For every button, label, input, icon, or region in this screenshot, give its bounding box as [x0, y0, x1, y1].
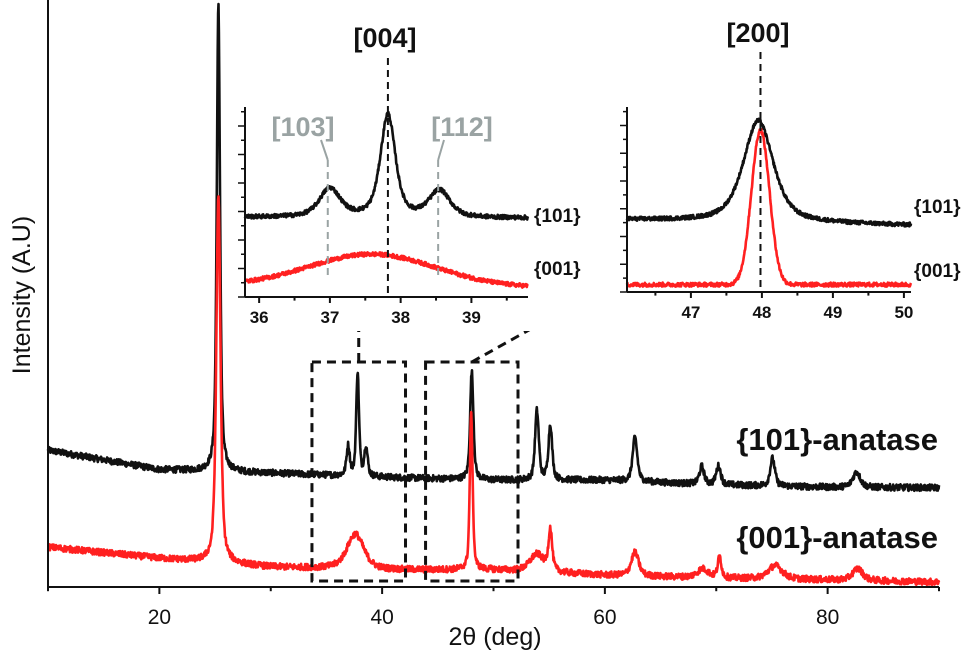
main-series-line-1 [46, 195, 941, 587]
inset1-x-tick-label: 38 [391, 308, 410, 327]
inset2-x-tick-label: 47 [681, 303, 700, 322]
inset1-peak-label-0: [004] [353, 23, 416, 53]
x-axis-title: 2θ (deg) [448, 623, 541, 651]
main-x-tick-label: 60 [593, 606, 616, 629]
main-x-tick-label: 80 [816, 606, 839, 629]
inset2-series-line-1 [625, 128, 913, 288]
inset1-series-label-1: {001} [534, 259, 581, 280]
inset-004-plot: 36 37 38 39 [004] [103] [112] {101} {001} [238, 23, 622, 331]
inset1-peak-label-2: [112] [431, 112, 493, 142]
main-series-line-0 [46, 2, 941, 493]
main-x-tick-label: 40 [370, 606, 393, 629]
inset2-peak-label-0: [200] [726, 18, 789, 48]
inset2-series-line-0 [625, 117, 913, 228]
inset2-series-label-0: {101} [914, 197, 961, 218]
inset2-x-tick-label: 49 [823, 303, 842, 322]
series-label-001: {001}-anatase [736, 520, 938, 555]
inset1-reference-leader-2 [437, 139, 445, 161]
main-x-tick-label: 20 [148, 606, 171, 629]
inset1-peak-label-1: [103] [271, 112, 334, 142]
series-label-101: {101}-anatase [736, 422, 938, 457]
inset1-x-tick-label: 36 [250, 308, 269, 327]
inset2-series-label-1: {001} [914, 261, 961, 282]
inset1-reference-leader-1 [320, 139, 329, 161]
y-axis-title: Intensity (A.U) [8, 216, 36, 374]
inset1-series-label-0: {101} [534, 206, 581, 227]
inset-200-plot: 47 48 49 50 [200] {101} {001} [620, 18, 980, 326]
inset1-x-tick-label: 39 [462, 308, 481, 327]
inset1-series-line-0 [243, 110, 530, 221]
inset2-x-tick-label: 50 [894, 303, 913, 322]
inset2-x-tick-label: 48 [752, 303, 771, 322]
inset1-x-tick-label: 37 [320, 308, 339, 327]
inset1-series-line-1 [243, 251, 529, 289]
